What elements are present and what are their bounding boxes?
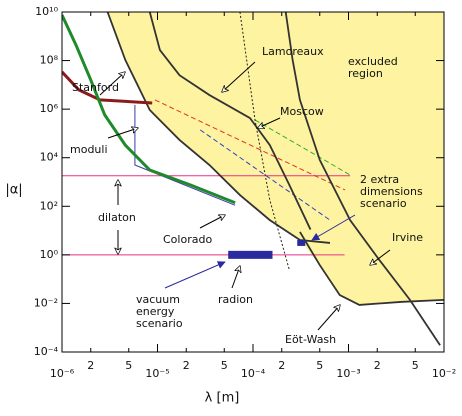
arrow [99,72,125,96]
x-tick-label: 5 [412,359,419,372]
y-tick-label: 10⁻² [34,296,58,309]
x-tick-label: 2 [278,359,285,372]
y-tick-label: 10¹⁰ [35,5,58,18]
curve-label: 2 extra dimensions scenario [360,173,423,210]
curve [62,14,236,205]
annotation: dilaton [98,211,136,224]
curve [284,12,441,346]
curve [148,12,312,230]
scenario-marker [297,239,306,246]
curve [239,12,290,271]
x-tick-label: 2 [87,359,94,372]
arrow [231,266,240,289]
annotation: energy [136,305,175,318]
arrow [222,61,256,92]
arrow [199,215,225,229]
curve-label: Eöt-Wash [285,333,336,346]
curve [154,99,346,191]
curve-label: Lamoreaux [262,45,324,58]
y-tick-label: 10² [40,199,58,212]
y-tick-label: 10⁻⁴ [34,345,59,358]
curve-label: moduli [70,143,108,156]
x-axis-label: λ [m] [205,391,240,406]
curve-label: Moscow [280,105,324,118]
y-tick-label: 10⁸ [40,54,59,67]
y-tick-label: 10⁶ [40,102,59,115]
arrows [99,61,391,331]
x-tick-label: 10⁻⁵ [145,367,169,380]
curve [62,70,153,105]
plot-area [61,11,445,353]
arrow [164,261,226,289]
y-axis-label: |α| [5,183,22,198]
x-tick-label: 5 [221,359,228,372]
x-tick-label: 10⁻² [432,367,456,380]
curve [199,129,331,221]
arrow [370,249,391,265]
curve-label: Colorado [163,233,212,246]
arrow [258,117,281,128]
curve-label: Stanford [72,81,119,94]
arrow [317,305,340,331]
curve [134,104,236,206]
radion-band [228,250,273,259]
annotation: vacuum [136,293,180,306]
annotation: region [348,67,383,80]
x-tick-label: 10⁻⁴ [241,367,266,380]
x-tick-label: 2 [183,359,190,372]
curve [254,119,351,176]
x-tick-label: 10⁻⁶ [50,367,75,380]
x-tick-label: 5 [316,359,323,372]
curve [106,12,331,244]
curve-label: radion [218,293,253,306]
arrow [311,214,356,241]
annotation: excluded [348,55,398,68]
data-layer [62,12,444,346]
x-tick-label: 10⁻³ [336,367,360,380]
x-tick-label: 5 [125,359,132,372]
annotation: scenario [136,317,183,330]
y-tick-label: 10⁰ [40,248,59,261]
curve [299,231,444,306]
curve-label: Irvine [392,231,423,244]
x-tick-label: 2 [374,359,381,372]
y-tick-label: 10⁴ [40,151,59,164]
arrow [107,128,138,139]
